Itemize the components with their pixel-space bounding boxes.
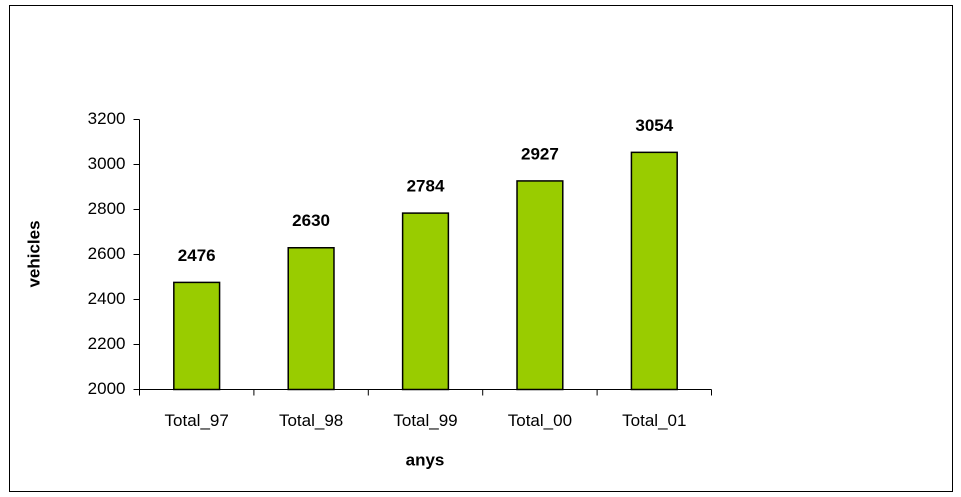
data-label: 3054 xyxy=(635,116,673,135)
y-axis-title: vehicles xyxy=(24,220,43,287)
y-tick-label: 2800 xyxy=(88,199,126,218)
y-tick-label: 3200 xyxy=(88,109,126,128)
x-tick-label: Total_97 xyxy=(165,411,229,430)
y-tick-label: 3000 xyxy=(88,154,126,173)
x-tick-label: Total_99 xyxy=(393,411,457,430)
bar xyxy=(173,281,221,391)
data-label: 2784 xyxy=(407,177,445,196)
y-tick-label: 2400 xyxy=(88,289,126,308)
x-tick-label: Total_01 xyxy=(622,411,686,430)
y-tick-label: 2600 xyxy=(88,244,126,263)
x-tick-label: Total_98 xyxy=(279,411,343,430)
chart-border xyxy=(9,5,953,492)
bar xyxy=(630,151,678,391)
data-label: 2630 xyxy=(292,211,330,230)
x-tick-label: Total_00 xyxy=(508,411,572,430)
data-label: 2476 xyxy=(178,246,216,265)
bar xyxy=(516,180,564,391)
bar xyxy=(401,212,450,391)
data-label: 2927 xyxy=(521,144,559,163)
x-axis-title: anys xyxy=(406,450,445,469)
bar xyxy=(287,247,335,391)
y-tick-label: 2200 xyxy=(88,334,126,353)
y-tick-label: 2000 xyxy=(88,379,126,398)
